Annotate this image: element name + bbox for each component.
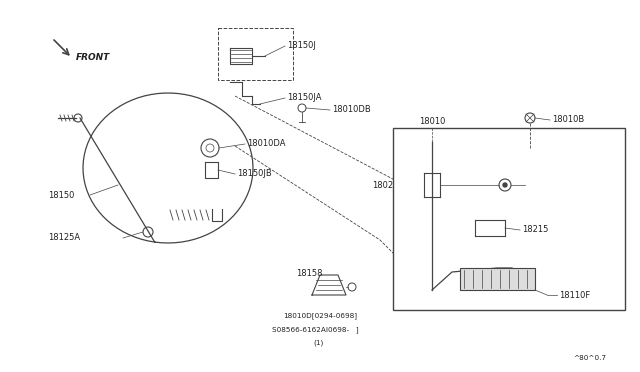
Text: (1): (1)	[313, 340, 323, 346]
Text: 18010: 18010	[419, 118, 445, 126]
Bar	[393, 128, 625, 310]
Text: 00922-50610: 00922-50610	[527, 179, 576, 185]
Text: 18021: 18021	[372, 180, 398, 189]
Text: FRONT: FRONT	[76, 54, 110, 62]
Text: 18125A: 18125A	[48, 234, 80, 243]
Text: 18110F: 18110F	[559, 291, 590, 299]
Text: 18010DB: 18010DB	[332, 106, 371, 115]
Text: 18150J: 18150J	[287, 42, 316, 51]
Text: RING(I): RING(I)	[527, 189, 553, 195]
Text: ^80^0.7: ^80^0.7	[573, 355, 607, 361]
Text: 18010D[0294-0698]: 18010D[0294-0698]	[283, 312, 357, 320]
Text: 18010B: 18010B	[552, 115, 584, 125]
Text: 18150: 18150	[48, 192, 74, 201]
Text: 18150JA: 18150JA	[287, 93, 321, 103]
Bar	[218, 28, 293, 80]
Text: 18150JB: 18150JB	[237, 170, 272, 179]
Text: 18158: 18158	[296, 269, 323, 278]
Circle shape	[503, 183, 507, 187]
Bar	[460, 268, 535, 290]
Text: 18215: 18215	[522, 225, 548, 234]
Text: S08566-6162AI0698-   ]: S08566-6162AI0698- ]	[272, 327, 358, 333]
Text: 18010DA: 18010DA	[247, 140, 285, 148]
